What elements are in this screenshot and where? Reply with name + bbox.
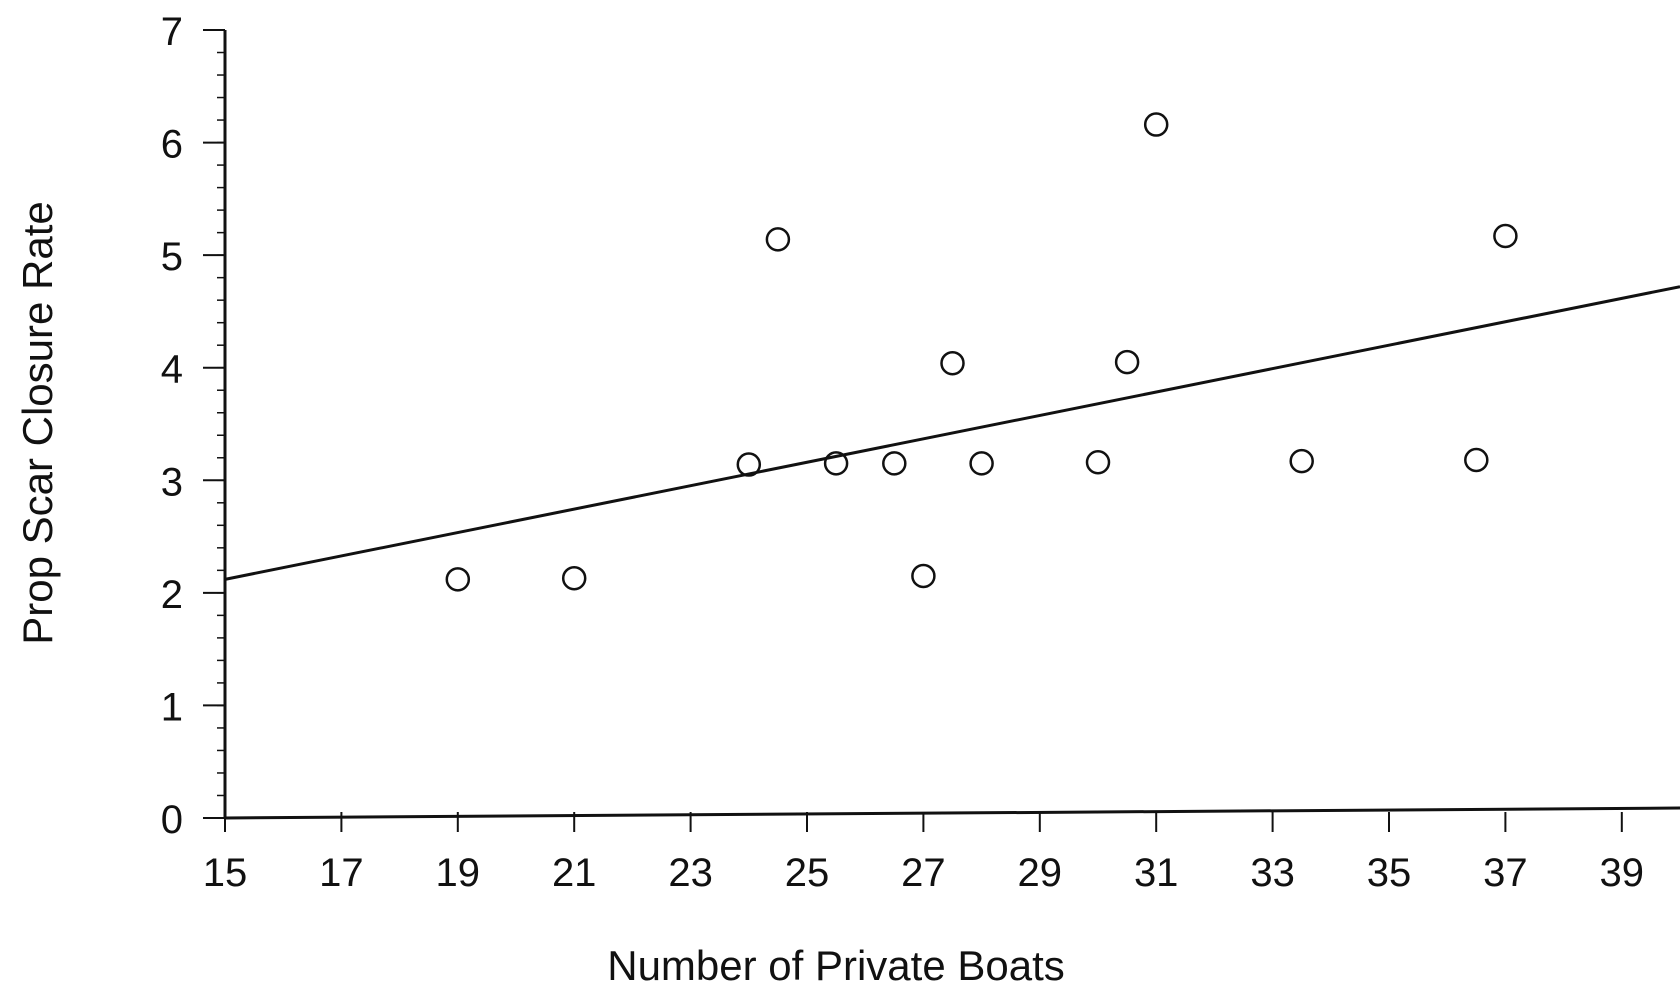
data-point [1114,349,1140,375]
data-point [911,563,936,589]
y-tick-label: 5 [161,235,183,279]
x-tick-label: 35 [1367,851,1412,895]
x-axis-ticks: 15 17 19 21 23 25 27 29 31 33 35 37 39 [203,812,1644,895]
data-point [1493,223,1518,249]
data-point [823,451,849,476]
data-point [1143,112,1169,137]
x-tick-label: 21 [552,851,597,895]
data-point [969,451,994,476]
regression-line [224,285,1680,581]
x-tick-label: 25 [785,851,830,895]
y-tick-label: 1 [161,685,183,729]
y-axis-title: Prop Scar Closure Rate [14,201,61,645]
data-point [561,565,587,591]
data-point [736,452,762,477]
data-point [1464,447,1489,473]
data-point [882,451,907,476]
data-point [1085,450,1111,475]
y-tick-label: 3 [161,460,183,504]
x-tick-label: 19 [436,851,481,895]
y-tick-label: 6 [161,123,183,167]
y-tick-label: 0 [161,798,183,842]
x-tick-label: 37 [1483,851,1528,895]
x-axis-title: Number of Private Boats [607,942,1065,989]
x-tick-label: 27 [901,851,946,895]
x-tick-label: 23 [668,851,713,895]
axes [223,30,1680,820]
data-point [445,567,471,592]
x-axis-line [224,806,1680,820]
y-axis-ticks: 0 1 2 3 4 5 6 7 [161,10,225,842]
x-tick-label: 33 [1250,851,1295,895]
data-point [765,227,791,252]
y-tick-label: 2 [161,573,183,617]
x-tick-label: 29 [1018,851,1063,895]
data-points [445,112,1518,592]
x-tick-label: 17 [319,851,364,895]
data-point [940,350,965,376]
fit-line-group [224,285,1680,581]
x-tick-label: 15 [203,851,248,895]
y-tick-label: 4 [161,348,183,392]
data-point [1289,448,1314,474]
x-tick-label: 39 [1600,851,1645,895]
y-tick-label: 7 [161,10,183,54]
x-tick-label: 31 [1134,851,1179,895]
